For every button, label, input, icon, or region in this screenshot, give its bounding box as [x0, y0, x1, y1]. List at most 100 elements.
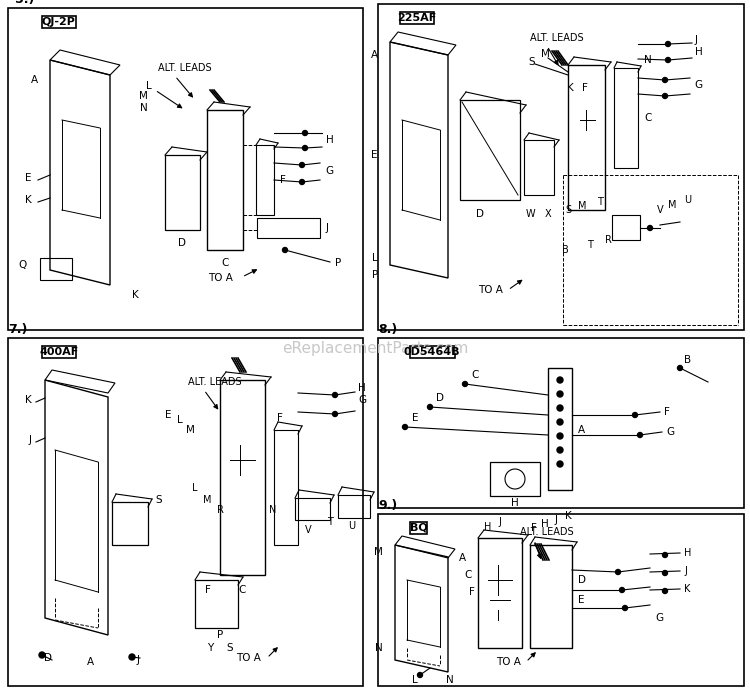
Text: N: N [446, 675, 454, 685]
Text: M: M [202, 495, 211, 505]
Circle shape [622, 606, 628, 610]
Text: J: J [684, 566, 687, 576]
Text: J: J [326, 223, 329, 233]
Text: BQ: BQ [410, 523, 428, 533]
Text: C: C [644, 113, 651, 123]
Text: K: K [26, 395, 32, 405]
Text: Y: Y [207, 643, 213, 653]
Bar [165, 155, 200, 230]
Text: 400AF: 400AF [39, 347, 78, 357]
Text: TO A: TO A [496, 657, 520, 667]
Text: ALT. LEADS: ALT. LEADS [188, 377, 242, 387]
Text: P: P [335, 258, 341, 268]
Bar [614, 68, 638, 168]
Text: M: M [140, 91, 148, 101]
Text: J: J [499, 517, 502, 527]
Text: F: F [280, 175, 286, 185]
Text: M: M [185, 425, 194, 435]
Bar [460, 100, 520, 200]
Circle shape [665, 41, 670, 46]
Circle shape [647, 225, 652, 231]
Bar [378, 338, 744, 508]
Bar [568, 65, 605, 210]
Bar [530, 545, 572, 648]
Text: 5.): 5.) [15, 0, 34, 6]
Bar [524, 140, 554, 195]
Text: G: G [325, 166, 333, 176]
Bar [338, 495, 370, 518]
Circle shape [418, 672, 422, 677]
Text: L: L [146, 81, 152, 91]
Text: K: K [132, 290, 138, 300]
Bar [378, 4, 744, 330]
Bar [410, 522, 427, 534]
Bar [257, 218, 320, 238]
Text: P: P [217, 630, 223, 640]
Circle shape [302, 130, 307, 136]
Text: K: K [684, 584, 690, 594]
Text: G: G [666, 427, 674, 437]
Text: D: D [44, 653, 52, 663]
Circle shape [662, 570, 668, 575]
Text: A: A [370, 50, 378, 60]
Bar [274, 430, 298, 545]
Circle shape [662, 77, 668, 83]
Circle shape [299, 163, 304, 167]
Text: TO A: TO A [478, 285, 502, 295]
Text: E: E [26, 173, 32, 183]
Text: E: E [371, 150, 378, 160]
Text: F: F [664, 407, 670, 417]
Bar [40, 258, 72, 280]
Circle shape [638, 433, 643, 438]
Text: F: F [277, 413, 283, 423]
Text: T: T [597, 197, 603, 207]
Text: W: W [525, 209, 535, 219]
Text: N: N [375, 643, 383, 653]
Bar [195, 580, 238, 628]
Text: ALT. LEADS: ALT. LEADS [158, 63, 212, 73]
Text: ALT. LEADS: ALT. LEADS [520, 527, 574, 537]
Circle shape [557, 405, 563, 411]
Text: S: S [565, 205, 571, 215]
Text: A: A [31, 75, 38, 85]
Text: T: T [327, 517, 333, 527]
Text: S: S [226, 643, 233, 653]
Text: QJ-2P: QJ-2P [42, 17, 76, 27]
Text: V: V [657, 205, 663, 215]
Circle shape [677, 365, 682, 371]
Circle shape [557, 419, 563, 425]
Text: B: B [685, 355, 692, 365]
Text: K: K [26, 195, 32, 205]
Text: 6.): 6.) [378, 0, 398, 2]
Text: E: E [165, 410, 171, 420]
Text: U: U [685, 195, 692, 205]
Bar [112, 502, 148, 545]
Circle shape [662, 588, 668, 593]
Text: A: A [86, 657, 94, 667]
Text: C: C [221, 258, 229, 268]
Text: H: H [484, 522, 492, 532]
Text: S: S [529, 57, 536, 67]
Text: F: F [531, 523, 537, 533]
Bar [478, 538, 522, 648]
Text: J: J [29, 435, 32, 445]
Bar [207, 110, 243, 250]
Text: H: H [684, 548, 692, 558]
Text: 9.): 9.) [378, 499, 398, 512]
Text: TO A: TO A [236, 653, 260, 663]
Bar [410, 346, 454, 358]
Text: eReplacementParts.com: eReplacementParts.com [282, 340, 468, 356]
Circle shape [557, 377, 563, 383]
Text: X: X [544, 209, 551, 219]
Text: C: C [238, 585, 246, 595]
Circle shape [427, 404, 433, 409]
Bar [42, 16, 76, 28]
Text: K: K [565, 511, 572, 521]
Bar [8, 338, 363, 686]
Bar [378, 514, 744, 686]
Circle shape [39, 652, 45, 658]
Text: V: V [304, 525, 311, 535]
Text: F: F [469, 587, 475, 597]
Text: H: H [542, 519, 549, 529]
Circle shape [302, 145, 307, 150]
